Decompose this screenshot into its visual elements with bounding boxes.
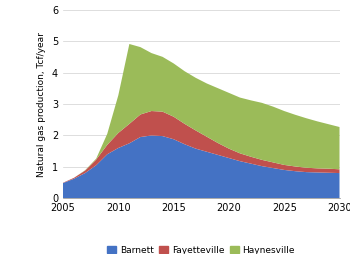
Legend: Barnett, Fayetteville, Haynesville: Barnett, Fayetteville, Haynesville (106, 244, 297, 254)
Y-axis label: Natural gas production, Tcf/year: Natural gas production, Tcf/year (37, 32, 46, 177)
